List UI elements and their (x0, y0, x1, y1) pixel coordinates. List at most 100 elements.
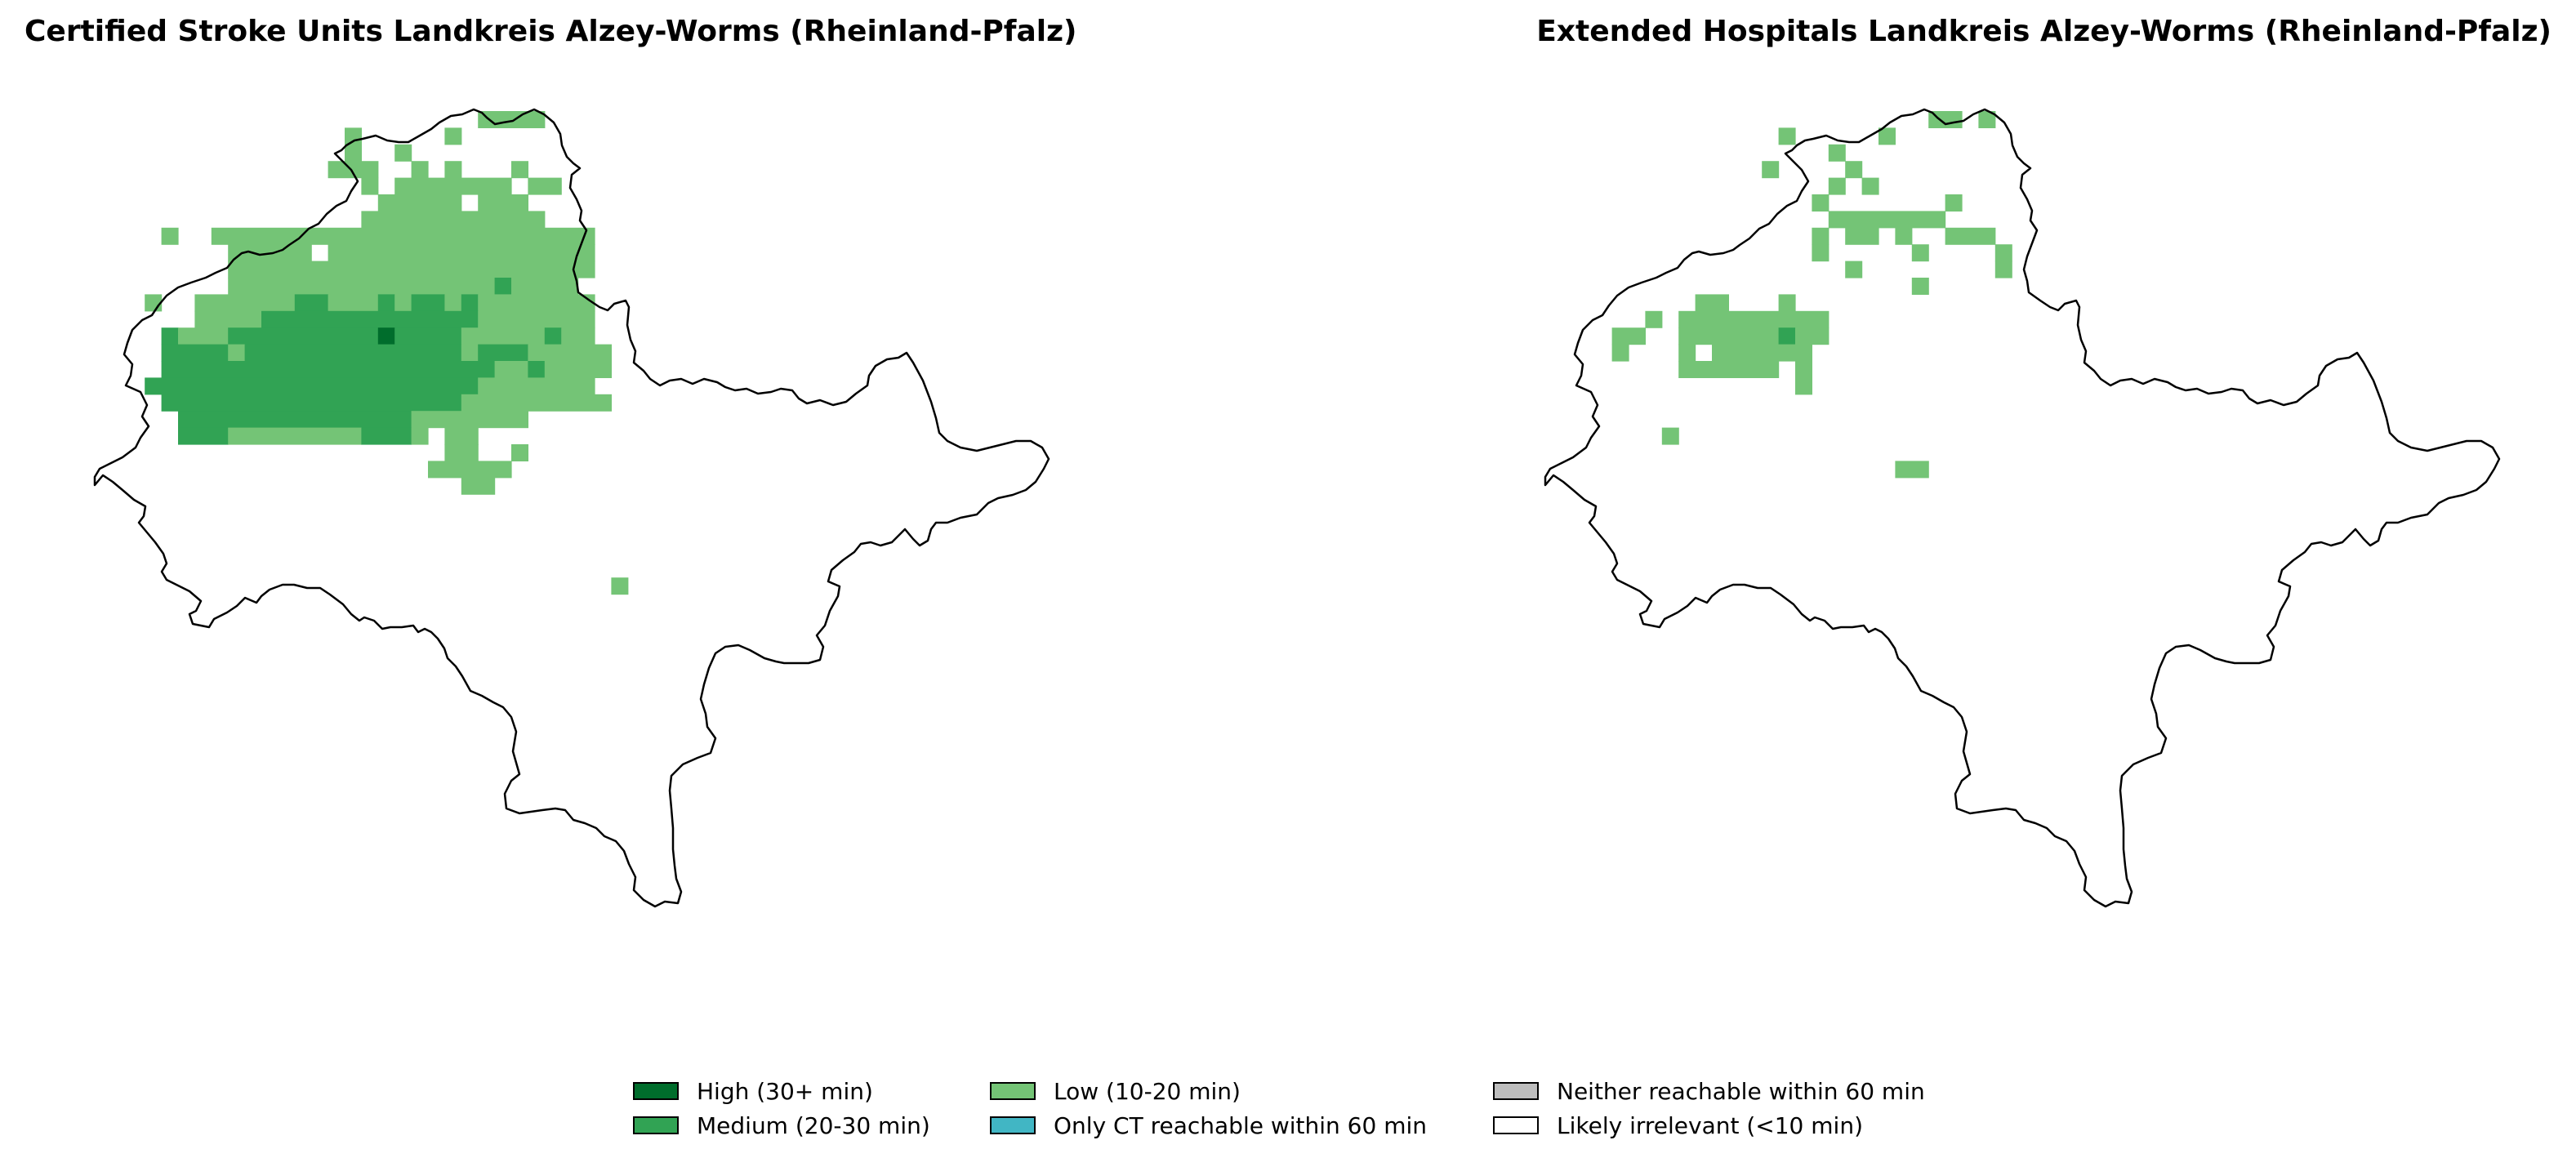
grid-cell-low (1678, 344, 1696, 362)
grid-cell-medium (161, 327, 179, 345)
grid-cell-low (1845, 227, 1879, 245)
legend-item-irrelevant: Likely irrelevant (<10 min) (1493, 1109, 1863, 1142)
grid-cell-low (1895, 461, 1929, 479)
legend-item-low: Low (10-20 min) (990, 1075, 1241, 1107)
grid-cell-low (377, 194, 462, 212)
stroke-units-map (93, 108, 1050, 908)
grid-cell-low (444, 444, 479, 461)
grid-cell-low (361, 177, 379, 195)
grid-cell-low (1895, 227, 1913, 245)
grid-cell-low (161, 227, 179, 245)
grid-cell-medium (228, 327, 379, 345)
grid-cell-low (411, 411, 528, 429)
grid-cell-low (345, 144, 362, 162)
grid-cell-low (228, 344, 246, 362)
grid-cell-low (1611, 327, 1646, 345)
grid-cell-low (1678, 361, 1780, 378)
grid-cell-medium (1778, 327, 1796, 345)
stroke-units-grid-cells (145, 111, 629, 595)
grid-cell-low (611, 577, 629, 595)
grid-cell-low (1828, 144, 1846, 162)
grid-cell-low (1978, 111, 1996, 128)
extended-hospitals-map (1544, 108, 2501, 908)
grid-cell-medium (161, 344, 229, 362)
legend-label-high: High (30+ min) (697, 1077, 873, 1105)
grid-cell-low (1812, 227, 1829, 245)
legend-swatch-low (990, 1082, 1036, 1100)
grid-cell-medium (361, 427, 412, 445)
district-boundary (93, 108, 1050, 908)
grid-cell-medium (161, 361, 496, 378)
grid-cell-medium (411, 294, 445, 312)
grid-cell-low (1845, 161, 1863, 179)
legend-item-high: High (30+ min) (633, 1075, 873, 1107)
grid-cell-low (211, 227, 595, 245)
grid-cell-low (1911, 244, 1929, 262)
grid-cell-medium (394, 327, 462, 345)
grid-cell-medium (294, 294, 329, 312)
grid-cell-low (1778, 294, 1796, 312)
grid-cell-low (178, 327, 229, 345)
grid-cell-low (544, 361, 612, 378)
grid-cell-low (1762, 344, 1812, 362)
grid-cell-low (461, 394, 612, 412)
grid-cell-low (1645, 310, 1663, 328)
grid-cell-low (1928, 111, 1963, 128)
grid-cell-low (1812, 244, 1829, 262)
grid-cell-medium (178, 411, 412, 429)
legend-label-irrelevant: Likely irrelevant (<10 min) (1557, 1111, 1863, 1139)
grid-cell-low (394, 144, 412, 162)
grid-cell-high (377, 327, 395, 345)
grid-cell-low (428, 461, 512, 479)
legend-item-medium: Medium (20-30 min) (633, 1109, 930, 1142)
legend-label-ct: Only CT reachable within 60 min (1054, 1111, 1428, 1139)
grid-cell-low (444, 427, 479, 445)
grid-cell-low (561, 327, 595, 345)
grid-cell-low (1828, 177, 1846, 195)
grid-cell-low (361, 211, 546, 229)
grid-cell-low (478, 310, 595, 328)
grid-cell-low (1661, 427, 1679, 445)
grid-cell-low (1795, 327, 1829, 345)
grid-cell-low (1828, 211, 1946, 229)
grid-cell-low (1994, 244, 2012, 262)
legend-swatch-irrelevant (1493, 1116, 1539, 1134)
legend-swatch-high (633, 1082, 679, 1100)
grid-cell-low (461, 327, 546, 345)
grid-cell-low (528, 177, 562, 195)
grid-cell-medium (544, 327, 562, 345)
grid-cell-low (1678, 310, 1829, 328)
legend-swatch-neither (1493, 1082, 1539, 1100)
grid-cell-low (228, 427, 362, 445)
grid-cell-low (511, 278, 579, 295)
grid-cell-medium (377, 294, 395, 312)
grid-cell-low (1678, 327, 1780, 345)
grid-cell-low (1845, 261, 1863, 278)
grid-cell-low (478, 377, 595, 395)
legend-swatch-medium (633, 1116, 679, 1134)
grid-cell-low (461, 344, 479, 362)
grid-cell-low (394, 177, 512, 195)
grid-cell-low (394, 294, 412, 312)
grid-cell-medium (161, 394, 462, 412)
grid-cell-low (194, 310, 262, 328)
grid-cell-medium (244, 344, 462, 362)
grid-cell-low (328, 244, 595, 262)
grid-cell-low (478, 294, 595, 312)
grid-cell-low (444, 161, 462, 179)
grid-cell-low (1994, 261, 2012, 278)
left-map-title: Certified Stroke Units Landkreis Alzey-W… (25, 15, 1077, 48)
grid-cell-low (1712, 344, 1763, 362)
grid-cell-medium (261, 310, 479, 328)
legend-label-medium: Medium (20-30 min) (697, 1111, 930, 1139)
grid-cell-low (328, 161, 379, 179)
grid-cell-low (1795, 361, 1812, 378)
grid-cell-medium (494, 278, 512, 295)
grid-cell-low (411, 161, 429, 179)
legend-item-neither: Neither reachable within 60 min (1493, 1075, 1925, 1107)
grid-cell-low (328, 294, 379, 312)
grid-cell-low (478, 111, 528, 128)
grid-cell-low (478, 194, 528, 212)
grid-cell-low (511, 161, 528, 179)
extended-hospitals-grid-cells (1611, 111, 2012, 479)
